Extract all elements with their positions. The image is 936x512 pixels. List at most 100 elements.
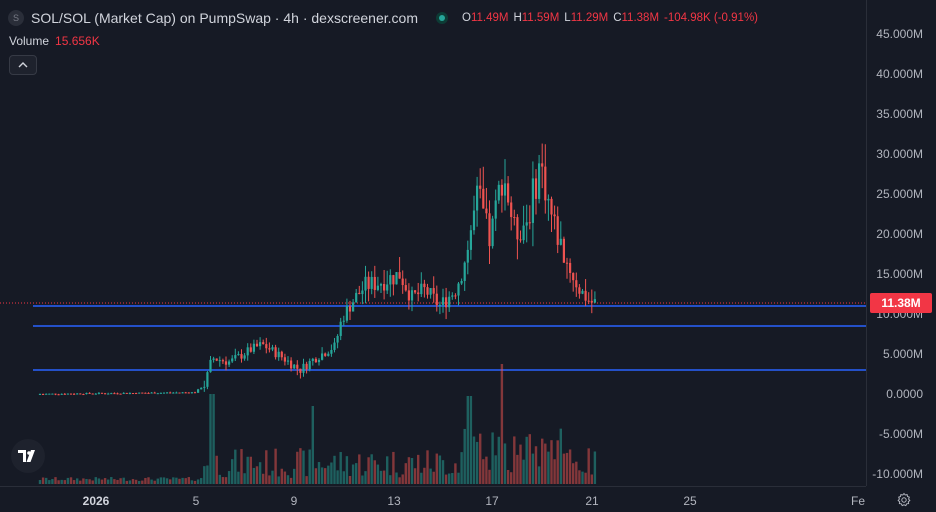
price-tick: 30.000M [876,147,923,161]
candle-body [113,393,116,395]
volume-bar [153,480,156,484]
volume-bar [565,452,569,484]
candle-body [438,304,441,306]
candle-body [482,188,485,209]
ohlc-key: O [461,12,471,24]
volume-bar [249,456,252,484]
volume-bar [466,396,469,484]
candle-body [69,393,73,395]
collapse-legend-button[interactable] [9,55,37,75]
volume-bar [401,474,404,484]
candle-body [463,262,466,281]
chart-settings-button[interactable] [893,489,915,511]
candle-body [206,372,209,387]
candle-body [445,297,448,308]
candle-body [572,272,575,281]
candle-body [376,285,379,290]
symbol-title[interactable]: SOL/SOL (Market Cap) on PumpSwap · 4h · … [31,10,418,26]
volume-bar [395,472,398,484]
candle-body [547,198,550,201]
candle-body [503,183,507,196]
candle-body [45,393,48,395]
candle-body [500,184,503,196]
volume-bar [382,470,386,484]
candle-body [302,363,305,373]
volume-bar [398,477,401,484]
volume-bar [417,454,420,484]
volume-bar [246,456,249,484]
candle-body [252,343,255,352]
volume-bar [100,479,104,484]
volume-bar [441,460,445,484]
market-status-icon[interactable] [435,12,448,24]
candle-body [240,354,243,359]
candle-body [578,287,581,294]
volume-bar [268,475,271,484]
volume-bar [286,475,290,484]
volume-bar [438,455,442,484]
volume-bar [503,443,507,484]
candle-body [339,321,342,336]
volume-value: 15.656K [55,34,100,48]
candle-body [336,335,339,343]
ohlc-value: 11.29M [570,12,609,24]
ohlc-values: O11.49M H11.59M L11.29M C11.38M -104.98K (-0… [462,12,758,24]
price-axis[interactable]: 45.000M 40.000M 35.000M 30.000M 25.000M 20.00… [866,0,936,486]
volume-bar [172,477,175,484]
time-axis[interactable]: 2026 5 9 13 17 21 25 Fe [0,486,866,512]
ohlc-item: O11.49M [462,12,508,24]
candle-body [479,185,482,189]
candle-body [169,392,172,394]
candle-body [150,392,153,394]
volume-bar [128,480,132,484]
volume-bar [79,480,82,484]
volume-bar [277,476,280,484]
ohlc-value: 11.59M [521,12,560,24]
time-tick: 2026 [82,494,110,508]
volume-bar [169,479,172,484]
candle-body [510,202,513,218]
candle-body [373,276,376,290]
candle-body [141,392,144,394]
volume-legend[interactable]: Volume 15.656K [9,34,100,48]
time-tick: 13 [387,494,401,508]
volume-bar [119,478,122,484]
volume-bar [122,477,125,484]
volume-bar [407,457,411,484]
symbol-logo-icon: S [8,10,24,26]
volume-bar [547,451,550,484]
volume-bar [255,466,259,484]
ohlc-key: L [564,12,571,24]
candle-body [212,358,215,360]
tradingview-logo[interactable] [11,439,45,473]
volume-bar [593,451,597,484]
volume-bar [181,477,184,484]
volume-bar [41,477,45,484]
price-tick: -5.000M [878,427,923,441]
volume-bar [193,480,197,484]
volume-bar [494,455,497,484]
candle-body [342,320,345,322]
volume-bar [258,462,262,484]
candle-body [488,213,491,247]
ohlc-value: 11.49M [470,12,509,24]
volume-bar [221,477,225,484]
candle-body [79,393,82,395]
price-chart-canvas[interactable] [0,0,866,486]
candle-body [575,280,578,288]
price-tick: 35.000M [876,107,923,121]
candle-body [249,347,252,352]
candle-body [311,358,314,361]
candle-body [364,276,367,291]
candle-body [541,163,544,167]
volume-bar [448,473,451,484]
price-tick: 20.000M [876,227,923,241]
volume-bar [178,478,181,484]
candle-body [429,288,432,295]
volume-bar [444,474,448,484]
volume-bar [578,470,581,484]
volume-bar [91,480,94,484]
volume-bar [231,459,234,484]
volume-bar [364,471,367,484]
